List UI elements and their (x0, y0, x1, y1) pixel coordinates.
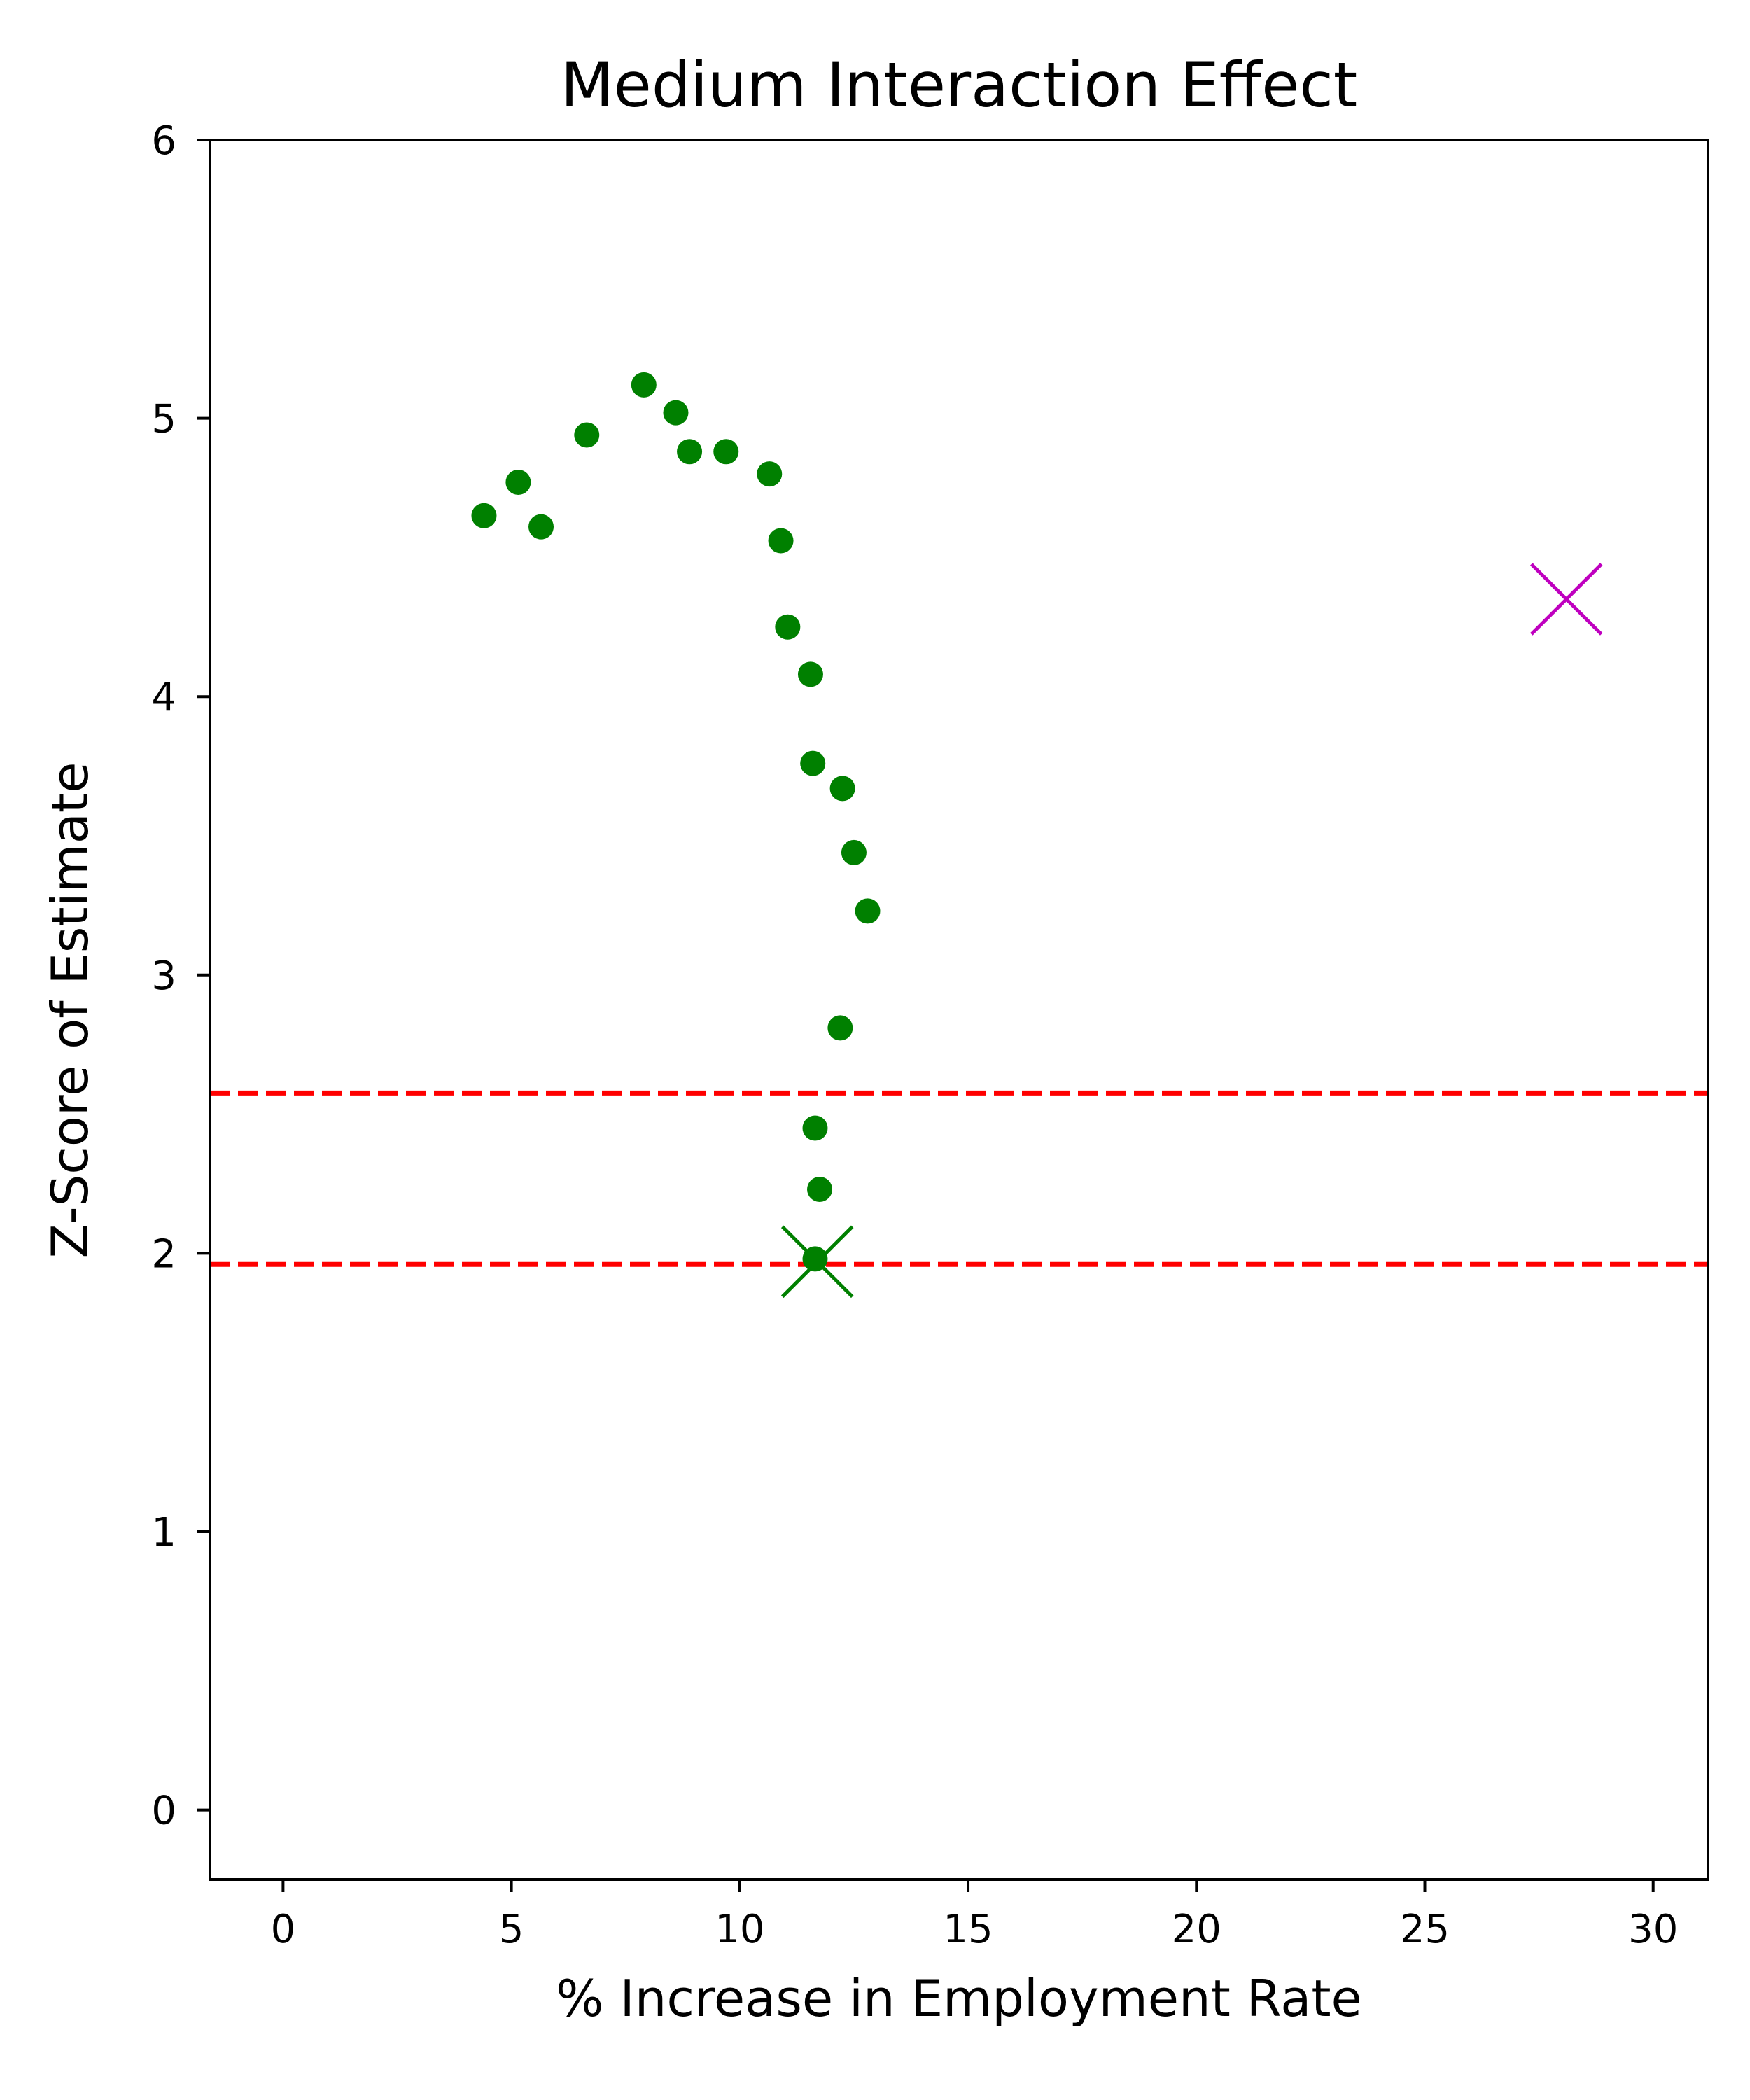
y-axis: 0 1 2 3 4 5 6 (151, 118, 210, 1834)
y-axis-title: Z-Score of Estimate (41, 762, 99, 1259)
data-point (807, 1176, 833, 1202)
data-point (757, 461, 783, 487)
y-tick-label: 0 (151, 1788, 176, 1834)
data-point (505, 470, 531, 496)
y-tick-label: 1 (151, 1510, 176, 1555)
data-point (830, 776, 855, 802)
y-tick-label: 2 (151, 1231, 176, 1277)
data-point (797, 662, 823, 687)
x-marker (780, 1225, 854, 1298)
x-axis-title: % Increase in Employment Rate (556, 1969, 1362, 2028)
data-point (841, 839, 867, 865)
y-tick-label: 6 (151, 118, 176, 164)
x-marker-stroke (1530, 563, 1603, 636)
data-point (528, 514, 554, 540)
data-point (713, 439, 739, 465)
data-point (471, 503, 497, 528)
data-point (802, 1115, 828, 1141)
data-point (574, 422, 600, 448)
data-point (768, 528, 794, 554)
y-tick-label: 5 (151, 397, 176, 442)
y-tick-label: 3 (151, 953, 176, 999)
x-marker-stroke (780, 1225, 854, 1298)
data-point (631, 372, 657, 398)
plot-frame (209, 139, 1709, 1881)
x-axis: 0 5 10 15 20 25 30 (271, 1879, 1678, 1952)
data-point (677, 439, 703, 465)
x-tick-label: 0 (271, 1907, 296, 1952)
data-point (663, 400, 689, 426)
x-tick-label: 25 (1400, 1907, 1450, 1952)
data-point (855, 898, 881, 924)
x-marker (1530, 563, 1603, 636)
data-point (800, 750, 826, 776)
x-tick-label: 5 (499, 1907, 524, 1952)
plot-area (209, 139, 1709, 1881)
x-tick-label: 30 (1628, 1907, 1678, 1952)
chart-title: Medium Interaction Effect (561, 49, 1358, 121)
data-point (775, 614, 801, 640)
y-tick-label: 4 (151, 675, 176, 720)
x-tick-label: 20 (1172, 1907, 1222, 1952)
data-point (827, 1015, 853, 1041)
x-tick-label: 15 (943, 1907, 993, 1952)
x-tick-label: 10 (715, 1907, 764, 1952)
